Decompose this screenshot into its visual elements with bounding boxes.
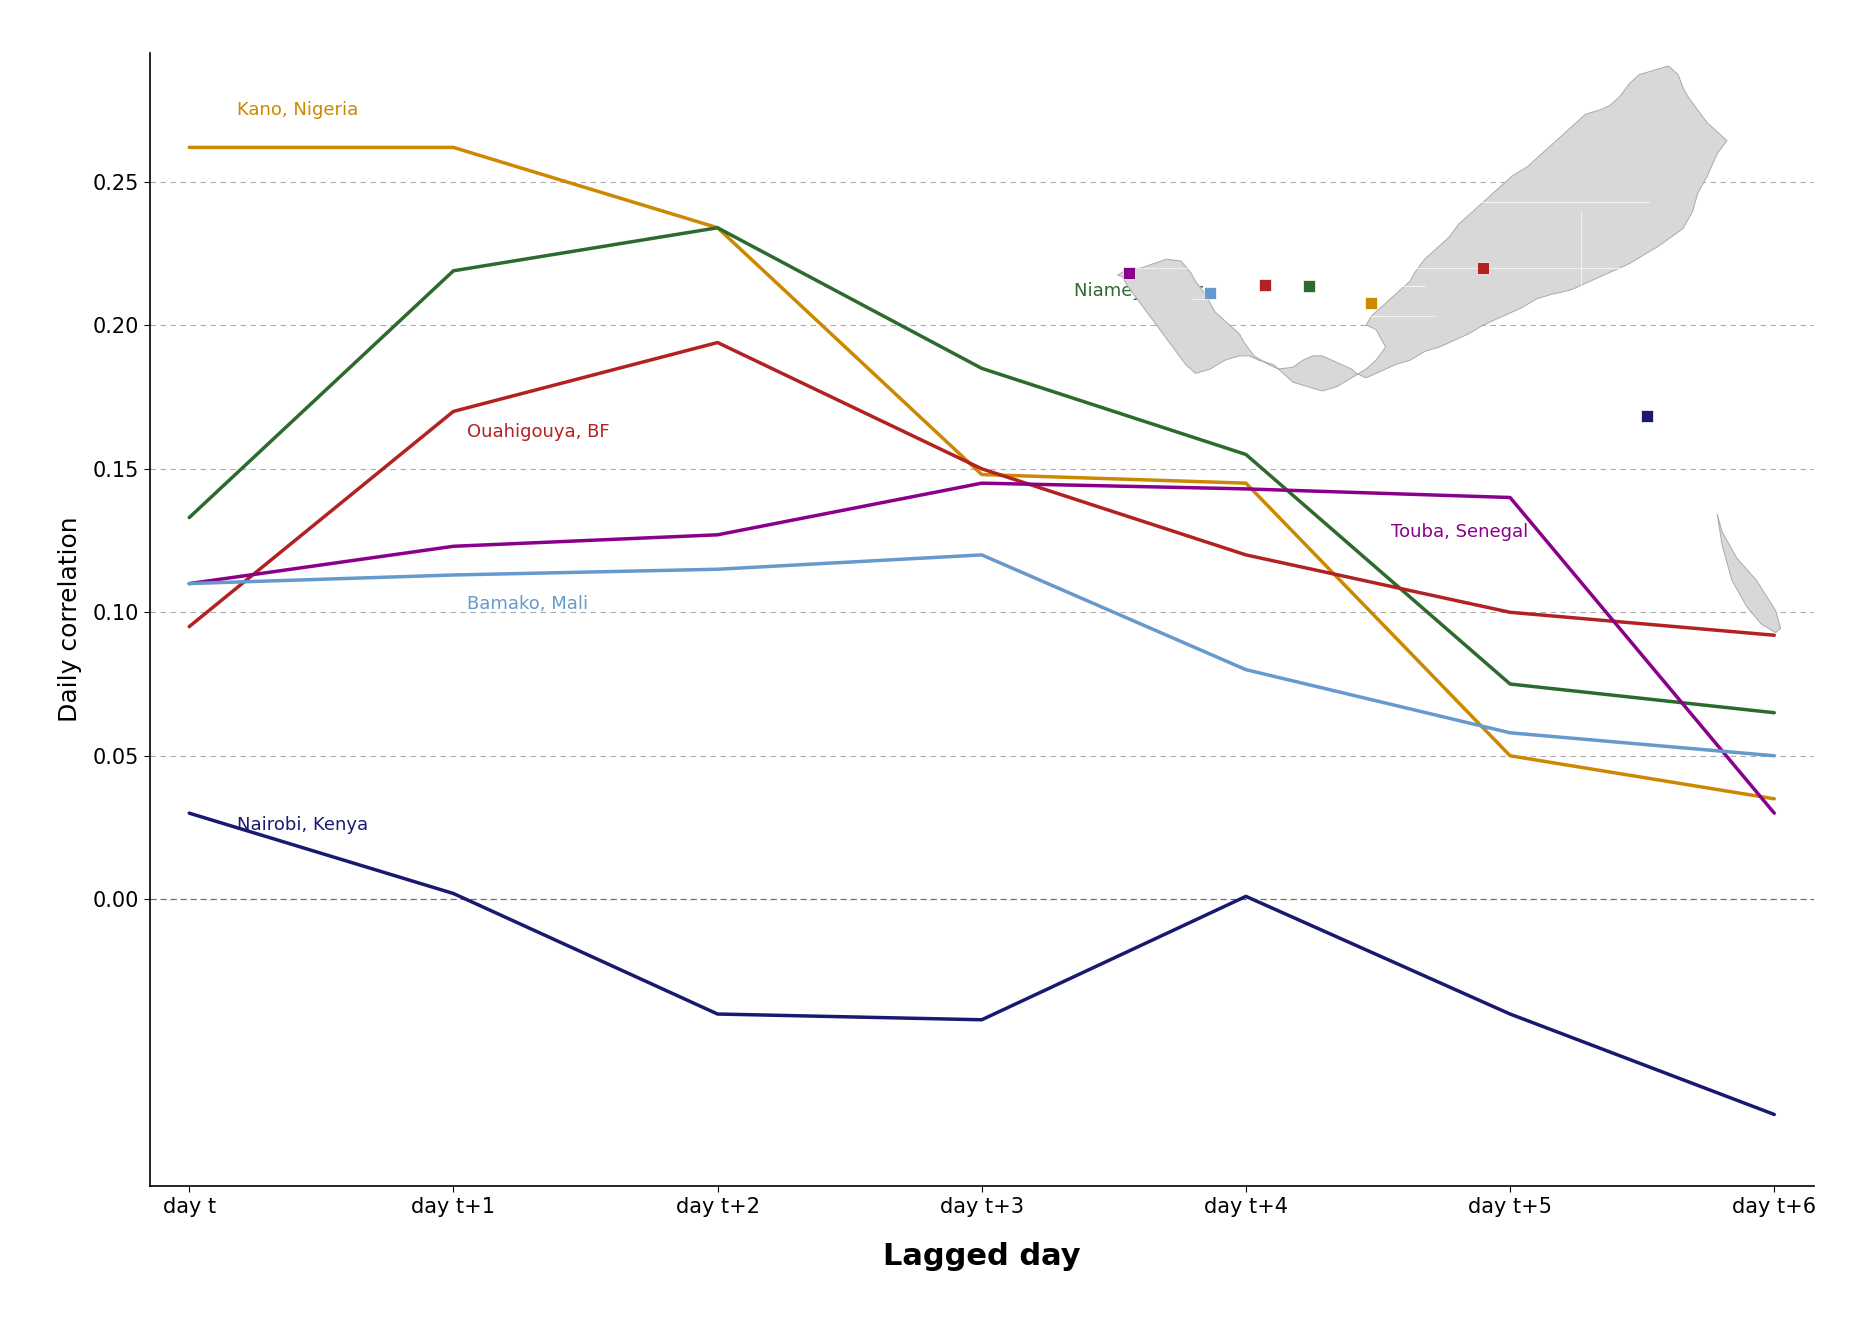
Polygon shape: [1717, 514, 1780, 633]
Text: Kano, Nigeria: Kano, Nigeria: [237, 100, 357, 119]
Text: Niamey, Niger: Niamey, Niger: [1073, 282, 1202, 301]
Polygon shape: [1118, 66, 1728, 391]
Text: Touba, Senegal: Touba, Senegal: [1391, 523, 1528, 540]
Text: Bamako, Mali: Bamako, Mali: [468, 594, 587, 613]
X-axis label: Lagged day: Lagged day: [883, 1242, 1081, 1271]
Y-axis label: Daily correlation: Daily correlation: [58, 517, 82, 722]
Text: Nairobi, Kenya: Nairobi, Kenya: [237, 816, 368, 833]
Text: Ouahigouya, BF: Ouahigouya, BF: [468, 423, 610, 440]
